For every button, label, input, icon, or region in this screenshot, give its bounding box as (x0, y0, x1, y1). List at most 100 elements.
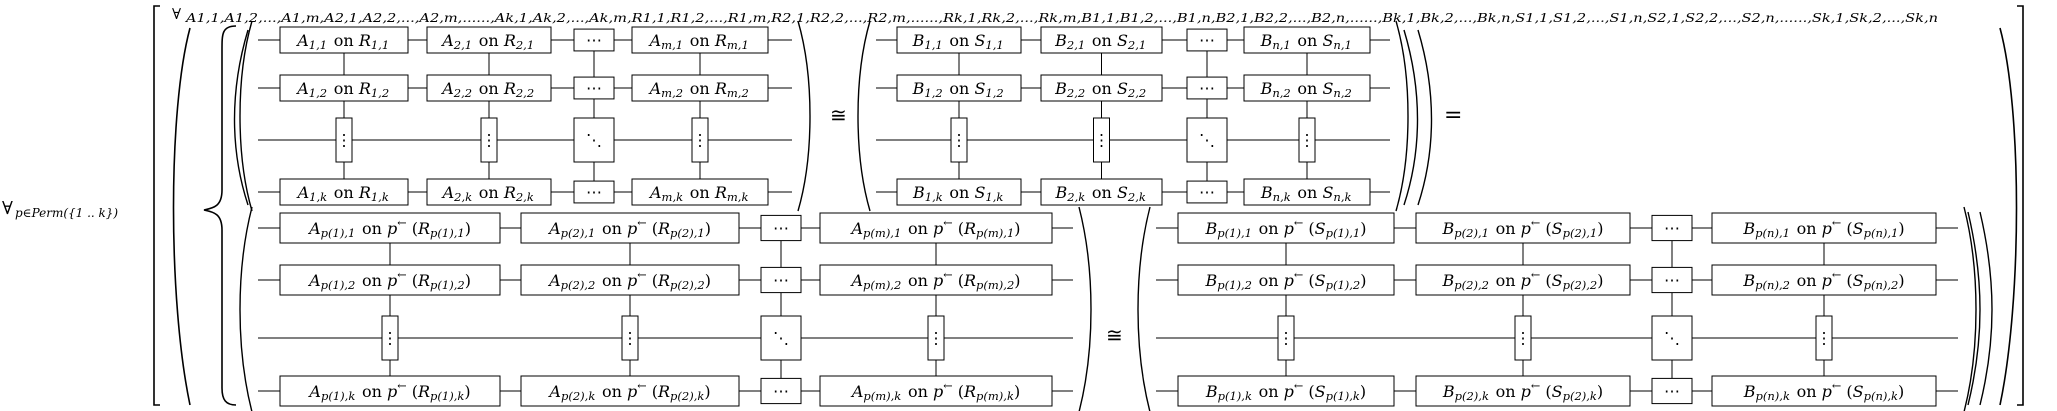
bottom-left-hdots-box (760, 266, 802, 294)
top-right-vdots-glyph: ⋮ (951, 131, 967, 150)
top-right-hdots-glyph: ⋯ (1199, 183, 1215, 202)
bottom-left-cell-label: Ap(m),k on p← (Rp(m),k) (850, 379, 1020, 402)
bottom-right-cell-label: Bp(1),k on p← (Sp(1),k) (1205, 379, 1366, 402)
bottom-right-hdots-box (1651, 214, 1693, 242)
bottom-left-hdots-glyph: ⋯ (773, 382, 789, 401)
bottom-left-vdots-glyph: ⋮ (382, 329, 398, 348)
top-right-cell-label: B1,2 on S1,2 (912, 79, 1006, 100)
outer-left-paren (172, 27, 191, 406)
top-left-cell-label: Am,k on Rm,k (648, 183, 750, 204)
bottom-left-grid: Ap(1),1 on p← (Rp(1),1) Ap(2),1 on p← (Rp… (239, 206, 1092, 411)
top-iso-symbol: ≅ (830, 103, 847, 127)
bottom-left-hdots-glyph: ⋯ (773, 219, 789, 238)
inner-quantifier-subscript: A1,1,A1,2,...,A1,m,A2,1,A2,2,...,A2,m,..… (185, 11, 1938, 25)
bottom-right-cell-label: Bp(2),2 on p← (Sp(2),2) (1442, 268, 1604, 291)
top-left-hdots-glyph: ⋯ (586, 31, 602, 50)
top-left-vdots-box (480, 117, 498, 163)
inner-quantifier: ∀ A1,1,A1,2,...,A1,m,A2,1,A2,2,...,A2,m,… (172, 5, 1938, 25)
bottom-right-cell-box (1711, 375, 1937, 407)
bottom-right-cell-box (1177, 212, 1395, 244)
bottom-right-outer-paren (1967, 211, 1981, 406)
top-right-cell-label: B2,k on S2,k (1055, 183, 1148, 204)
top-right-vdots-box (950, 117, 968, 163)
top-line-left-paren (233, 29, 249, 206)
bottom-left-cell-box (819, 375, 1053, 407)
top-right-ddots-box (1186, 117, 1228, 163)
top-right-cell-label: Bn,k on Sn,k (1260, 183, 1353, 204)
top-right-right-paren (1395, 20, 1409, 212)
bottom-right-cell-box (1415, 212, 1631, 244)
top-right-vdots-box (1093, 117, 1110, 163)
top-right-hdots-glyph: ⋯ (1199, 31, 1215, 50)
top-left-cell-box (279, 178, 409, 206)
bottom-right-hdots-glyph: ⋯ (1664, 271, 1680, 290)
outer-quantifier-subscript: p∈Perm({1 .. k}) (15, 206, 118, 220)
top-right-cell-box (896, 178, 1022, 206)
bottom-right-vdots-glyph: ⋮ (1816, 329, 1832, 348)
bottom-right-ddots-box (1651, 315, 1693, 361)
bottom-right-hdots-glyph: ⋯ (1664, 382, 1680, 401)
bottom-right-hdots-box (1651, 266, 1693, 294)
top-left-vdots-glyph: ⋮ (336, 131, 352, 150)
bottom-iso-symbol: ≅ (1106, 323, 1123, 347)
top-left-cell-box (631, 74, 769, 102)
top-left-ddots-glyph: ⋱ (586, 131, 602, 150)
top-left-vdots-box (335, 117, 353, 163)
bottom-right-vdots-box (1277, 315, 1295, 361)
bottom-left-vdots-glyph: ⋮ (928, 329, 944, 348)
top-left-grid: A1,1 on R1,1 A2,1 on R2,1 Am,1 on Rm,1 ⋯… (239, 20, 811, 212)
top-left-hdots-box (573, 28, 615, 52)
top-right-vdots-glyph: ⋮ (1094, 131, 1110, 150)
top-left-hdots-glyph: ⋯ (586, 79, 602, 98)
bottom-right-cell-box (1415, 375, 1631, 407)
top-left-vdots-glyph: ⋮ (481, 131, 497, 150)
bottom-left-right-paren (1078, 206, 1092, 411)
top-left-cell-label: Am,1 on Rm,1 (648, 31, 751, 52)
top-left-cell-box (426, 26, 552, 54)
bottom-right-right-paren (1963, 206, 1977, 411)
bottom-left-ddots-box (760, 315, 802, 361)
bottom-left-cell-label: Ap(m),2 on p← (Rp(m),2) (849, 268, 1020, 291)
outer-right-bracket (2017, 5, 2024, 406)
bottom-left-cell-label: Ap(2),k on p← (Rp(2),k) (547, 379, 710, 402)
top-right-cell-label: B1,1 on S1,1 (912, 31, 1006, 52)
top-left-hdots-box (573, 180, 615, 204)
bottom-left-cell-label: Ap(2),1 on p← (Rp(2),1) (547, 216, 711, 239)
bottom-left-vdots-glyph: ⋮ (622, 329, 638, 348)
bottom-right-cell-label: Bp(n),k on p← (Sp(n),k) (1743, 379, 1905, 402)
left-curly-brace (203, 25, 237, 406)
top-right-cell-label: B2,2 on S2,2 (1054, 79, 1148, 100)
top-right-cell-label: Bn,2 on Sn,2 (1260, 79, 1354, 100)
bottom-left-cell-box (279, 375, 501, 407)
bottom-left-vdots-box (927, 315, 945, 361)
top-right-hdots-glyph: ⋯ (1199, 79, 1215, 98)
bottom-right-grid: Bp(1),1 on p← (Sp(1),1) Bp(2),1 on p← (Sp… (1137, 206, 1977, 411)
bottom-right-vdots-box (1815, 315, 1833, 361)
top-right-vdots-glyph: ⋮ (1299, 131, 1315, 150)
equals-symbol: = (1444, 103, 1462, 128)
bottom-left-cell-label: Ap(2),2 on p← (Rp(2),2) (547, 268, 711, 291)
bottom-right-ddots-glyph: ⋱ (1664, 329, 1680, 348)
bottom-right-left-paren (1137, 206, 1151, 411)
top-right-grid: B1,1 on S1,1 B2,1 on S2,1 Bn,1 on Sn,1 ⋯… (857, 20, 1409, 212)
top-left-hdots-box (573, 76, 615, 100)
top-left-vdots-box (691, 117, 709, 163)
bottom-left-cell-box (520, 212, 740, 244)
top-left-hdots-glyph: ⋯ (586, 183, 602, 202)
top-right-left-paren (857, 20, 871, 212)
top-left-cell-box (426, 74, 552, 102)
bottom-left-hdots-box (760, 377, 802, 405)
inner-forall-symbol: ∀ (172, 5, 181, 23)
top-left-cell-box (279, 74, 409, 102)
bottom-left-cell-box (279, 212, 501, 244)
bottom-left-ddots-glyph: ⋱ (773, 329, 789, 348)
top-left-cell-box (279, 26, 409, 54)
outer-right-paren (1999, 27, 2018, 406)
top-right-vdots-box (1298, 117, 1316, 163)
bottom-left-cell-label: Ap(1),k on p← (Rp(1),k) (307, 379, 470, 402)
top-right-cell-box (1040, 26, 1163, 54)
top-left-cell-label: A1,1 on R1,1 (295, 31, 391, 52)
outer-quantifier: ∀ p∈Perm({1 .. k}) (2, 198, 118, 220)
